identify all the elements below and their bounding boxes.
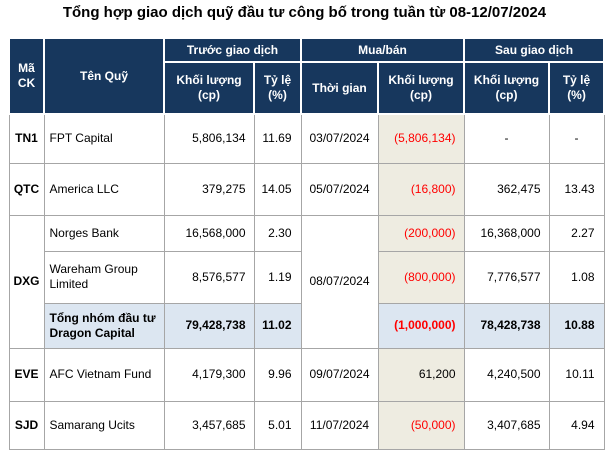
pre-volume-cell: 8,576,577 (163, 250, 255, 304)
header-cell-pre-ratio: Tỷ lệ (%) (253, 61, 302, 115)
pre-ratio-cell: 11.69 (253, 113, 302, 164)
fund-name-cell: AFC Vietnam Fund (43, 347, 165, 402)
fund-name-cell: Wareham Group Limited (43, 250, 165, 304)
post-ratio-cell: 10.11 (548, 347, 605, 402)
fund-name-cell: FPT Capital (43, 113, 165, 164)
stock-code-cell: QTC (8, 162, 45, 216)
fund-name-cell: America LLC (43, 162, 165, 216)
table-row: TN1 FPT Capital 5,806,134 11.69 03/07/20… (8, 113, 605, 164)
trade-volume-cell: (800,000) (377, 250, 465, 304)
post-ratio-cell: 10.88 (548, 302, 605, 349)
fund-name-cell: Tổng nhóm đầu tư Dragon Capital (43, 302, 165, 349)
post-volume-cell: 3,407,685 (463, 400, 550, 450)
post-ratio-cell: 2.27 (548, 214, 605, 252)
trade-volume-cell: (200,000) (377, 214, 465, 252)
post-ratio-cell: - (548, 113, 605, 164)
pre-ratio-cell: 2.30 (253, 214, 302, 252)
stock-code-cell: TN1 (8, 113, 45, 164)
pre-ratio-cell: 5.01 (253, 400, 302, 450)
trade-date-cell: 11/07/2024 (300, 400, 379, 450)
pre-volume-cell: 5,806,134 (163, 113, 255, 164)
pre-volume-cell: 79,428,738 (163, 302, 255, 349)
stock-code-cell: EVE (8, 347, 45, 402)
pre-ratio-cell: 11.02 (253, 302, 302, 349)
pre-volume-cell: 379,275 (163, 162, 255, 216)
pre-ratio-cell: 9.96 (253, 347, 302, 402)
header-cell-fund-name: Tên Quỹ (43, 37, 165, 115)
fund-name-cell: Samarang Ucits (43, 400, 165, 450)
pre-volume-cell: 16,568,000 (163, 214, 255, 252)
post-volume-cell: 7,776,577 (463, 250, 550, 304)
header-group-after-trade: Sau giao dịch (463, 37, 606, 63)
table-row: Wareham Group Limited 8,576,577 1.19 (80… (9, 250, 605, 304)
stock-code-cell: SJD (8, 400, 45, 450)
fund-name-cell: Norges Bank (43, 214, 165, 252)
pre-ratio-cell: 14.05 (253, 162, 302, 216)
trade-volume-cell: (1,000,000) (377, 302, 465, 349)
stock-code-cell: DXG (8, 214, 45, 349)
pre-volume-cell: 4,179,300 (163, 347, 255, 402)
trade-date-cell: 05/07/2024 (300, 162, 379, 216)
header-cell-trade-time: Thời gian (300, 61, 379, 115)
trade-date-cell: 08/07/2024 (300, 214, 379, 349)
header-cell-pre-volume: Khối lượng (cp) (163, 61, 255, 115)
fund-transactions-table: Mã CK Tên Quỹ Trước giao dịch Mua/bán Sa… (8, 37, 606, 450)
header-group-before-trade: Trước giao dịch (163, 37, 302, 63)
table-row: EVE AFC Vietnam Fund 4,179,300 9.96 09/0… (8, 347, 605, 402)
table-row-group-total: Tổng nhóm đầu tư Dragon Capital 79,428,7… (9, 302, 605, 349)
pre-volume-cell: 3,457,685 (163, 400, 255, 450)
table-row: SJD Samarang Ucits 3,457,685 5.01 11/07/… (8, 400, 605, 450)
page-title: Tổng hợp giao dịch quỹ đầu tư công bố tr… (62, 4, 547, 21)
header-cell-post-ratio: Tỷ lệ (%) (548, 61, 606, 115)
table-row: QTC America LLC 379,275 14.05 05/07/2024… (8, 162, 605, 216)
trade-volume-cell: (5,806,134) (377, 113, 465, 164)
table-header: Mã CK Tên Quỹ Trước giao dịch Mua/bán Sa… (8, 37, 606, 115)
trade-date-cell: 03/07/2024 (300, 113, 379, 164)
post-ratio-cell: 1.08 (548, 250, 605, 304)
header-cell-trade-volume: Khối lượng (cp) (376, 61, 466, 115)
post-volume-cell: 78,428,738 (463, 302, 550, 349)
post-volume-cell: 16,368,000 (463, 214, 550, 252)
post-volume-cell: 362,475 (463, 162, 550, 216)
table-row: DXG Norges Bank 16,568,000 2.30 08/07/20… (8, 214, 605, 349)
trade-volume-cell: (16,800) (377, 162, 465, 216)
header-cell-stock-code: Mã CK (8, 37, 45, 115)
header-cell-post-volume: Khối lượng (cp) (463, 61, 551, 115)
pre-ratio-cell: 1.19 (253, 250, 302, 304)
trade-date-cell: 09/07/2024 (300, 347, 379, 402)
post-ratio-cell: 4.94 (548, 400, 605, 450)
post-volume-cell: 4,240,500 (463, 347, 550, 402)
post-volume-cell: - (463, 113, 550, 164)
trade-volume-cell: 61,200 (377, 347, 465, 402)
post-ratio-cell: 13.43 (548, 162, 605, 216)
header-group-buy-sell: Mua/bán (299, 37, 466, 63)
trade-volume-cell: (50,000) (377, 400, 465, 450)
